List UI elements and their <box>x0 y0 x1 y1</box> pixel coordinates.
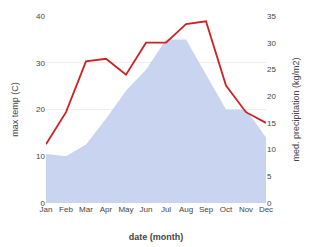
svg-text:Aug: Aug <box>179 205 193 214</box>
svg-text:date (month): date (month) <box>129 232 184 242</box>
svg-text:10: 10 <box>36 152 45 161</box>
svg-text:Jun: Jun <box>140 205 153 214</box>
svg-text:med. precipitation (kg/m2): med. precipitation (kg/m2) <box>291 57 301 161</box>
svg-text:30: 30 <box>267 39 276 48</box>
svg-text:10: 10 <box>267 145 276 154</box>
svg-text:Oct: Oct <box>220 205 233 214</box>
svg-text:20: 20 <box>267 92 276 101</box>
svg-text:Sep: Sep <box>199 205 214 214</box>
svg-text:20: 20 <box>36 105 45 114</box>
svg-text:25: 25 <box>267 65 276 74</box>
svg-text:Nov: Nov <box>239 205 253 214</box>
svg-text:30: 30 <box>36 59 45 68</box>
svg-text:35: 35 <box>267 12 276 21</box>
svg-text:15: 15 <box>267 119 276 128</box>
svg-text:May: May <box>118 205 133 214</box>
svg-text:Dec: Dec <box>259 205 273 214</box>
svg-text:max temp (C): max temp (C) <box>10 82 20 137</box>
svg-text:0: 0 <box>41 199 46 208</box>
svg-text:40: 40 <box>36 12 45 21</box>
svg-text:Apr: Apr <box>100 205 113 214</box>
svg-text:0: 0 <box>267 199 272 208</box>
svg-text:Feb: Feb <box>59 205 73 214</box>
svg-text:Mar: Mar <box>79 205 93 214</box>
svg-text:Jul: Jul <box>161 205 171 214</box>
svg-text:Jan: Jan <box>40 205 53 214</box>
svg-text:5: 5 <box>267 172 272 181</box>
